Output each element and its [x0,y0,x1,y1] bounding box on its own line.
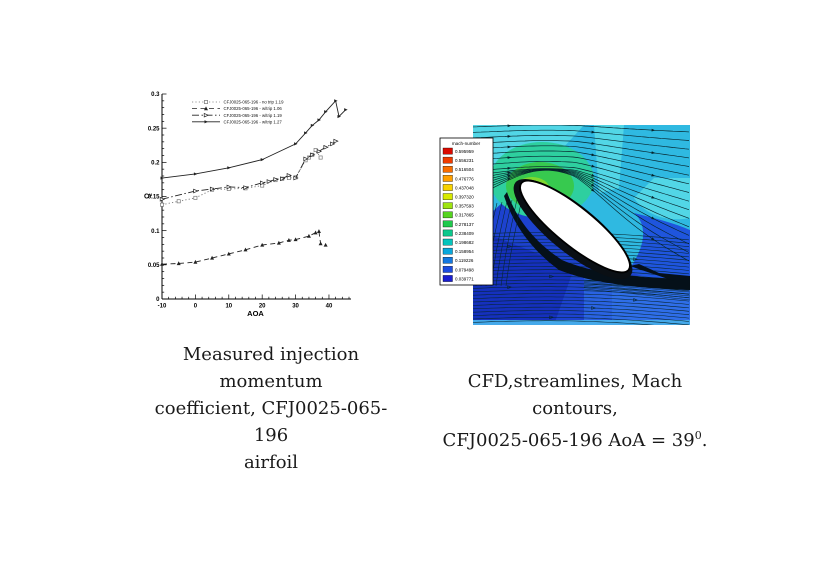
svg-text:-10: -10 [158,304,167,310]
svg-text:0: 0 [156,297,160,303]
colorbar-value: 0.437048 [455,185,474,190]
left-figure-caption: Measured injection momentum coefficient,… [138,341,404,476]
colorbar-value: 0.516504 [455,167,474,172]
caption-line: CFD,streamlines, Mach contours, [467,371,683,419]
svg-text:0.1: 0.1 [151,229,160,235]
svg-text:0: 0 [194,304,198,310]
streamline-arrows [507,124,656,241]
colorbar-value: 0.317865 [455,213,474,218]
colorbar-value: 0.476776 [455,176,474,181]
colorbar-value: 0.079498 [455,267,474,272]
colorbar-value: 0.119226 [455,258,474,263]
legend-entry-label: CFJ0025-065-196 - no trip 1.19 [224,100,285,105]
colorbar-value: 0.595959 [455,149,474,154]
colorbar-value: 0.397320 [455,195,474,200]
x-axis-label: AOA [247,309,264,318]
colorbar-value: 0.158954 [455,249,474,254]
chart-series-0 [160,148,323,207]
svg-text:0.3: 0.3 [151,92,160,98]
svg-text:20: 20 [259,304,266,310]
caption-line: airfoil [243,452,299,473]
right-figure-caption: CFD,streamlines, Mach contours, CFJ0025-… [424,368,726,454]
y-axis-label: Cμ [144,192,152,201]
caption-line: Measured injection momentum [182,344,360,392]
svg-text:0.15: 0.15 [148,195,160,201]
svg-text:40: 40 [326,304,333,310]
wake-band [504,192,690,290]
colorbar-value: 0.556231 [455,158,474,163]
chart-series-2 [159,138,339,202]
chart-series-1 [160,229,328,266]
colorbar-value: 0.039771 [455,276,474,281]
legend-entry-label: CFJ0025-065-196 - w/trip 1.06 [224,106,283,111]
cfd-canvas: mach-number 0.595959 0.556231 0.516504 0.476… [439,124,690,325]
colorbar-value: 0.238409 [455,231,474,236]
superscript-zero: 0 [694,429,702,442]
airfoil [513,178,633,280]
chart-canvas: -10 0 10 20 30 4000.050.10.150.20.250.3AOACμC… [144,92,351,318]
colorbar-value: 0.278137 [455,222,474,227]
legend-entry-label: CFJ0025-065-196 - w/trip 1.19 [224,113,283,118]
colorbar-title: mach-number [452,141,481,146]
cfd-mach-contour-figure: mach-number 0.595959 0.556231 0.516504 0.476… [434,118,692,330]
svg-text:30: 30 [292,304,299,310]
caption-line: coefficient, CFJ0025-065-196 [154,398,388,446]
colorbar-value: 0.357593 [455,204,474,209]
colorbar-value: 0.198682 [455,240,474,245]
svg-text:0.2: 0.2 [151,161,160,167]
legend-entry-label: CFJ0025-065-196 - w/trip 1.27 [224,119,283,124]
cfd-flow-field [473,125,690,325]
chart-series-3 [160,99,348,180]
svg-text:0.05: 0.05 [148,263,160,269]
svg-text:0.25: 0.25 [148,126,160,132]
chart-legend: CFJ0025-065-196 - no trip 1.19CFJ0025-06… [192,100,285,124]
mach-colorbar: mach-number 0.595959 0.556231 0.516504 0.476… [439,137,494,286]
svg-text:10: 10 [225,304,232,310]
momentum-coefficient-chart: -10 0 10 20 30 40 0 0.05 0.1 0.15 0.2 0.25 0.3 AOA Cμ C… [135,78,435,326]
caption-line: CFJ0025-065-196 AoA = 390. [442,429,708,451]
